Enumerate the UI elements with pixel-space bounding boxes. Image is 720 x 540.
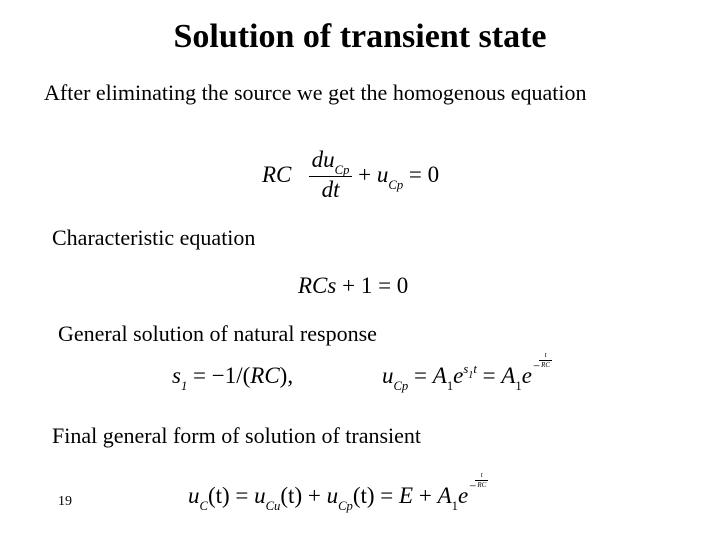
eq4-A: A: [438, 483, 452, 508]
eq3b-e: e: [453, 363, 463, 388]
intro-text: After eliminating the source we get the …: [44, 80, 587, 106]
eq4-E: E: [399, 483, 413, 508]
eq1-num-sub: Cp: [335, 163, 350, 177]
eq3b-u: u: [382, 363, 394, 388]
eq1-den: dt: [309, 176, 353, 201]
equation-final: uC(t) = uCu(t) + uCp(t) = E + A1e−tRC: [188, 483, 488, 513]
eq3b-eq1: =: [408, 363, 432, 388]
slide-number: 19: [58, 494, 72, 510]
final-form-label: Final general form of solution of transi…: [52, 423, 421, 449]
eq4-exp-frac: tRC: [475, 472, 488, 489]
eq3b-e2: e: [522, 363, 532, 388]
equation-characteristic: RCs + 1 = 0: [298, 273, 408, 299]
characteristic-label: Characteristic equation: [52, 225, 255, 251]
eq3b-exp-frac: tRC: [539, 352, 552, 369]
eq3b-exp-t: t: [473, 362, 477, 376]
eq4-expfrac-num: t: [475, 472, 488, 480]
eq4-u: u: [188, 483, 200, 508]
eq1-rc: RC: [262, 162, 291, 187]
general-solution-label: General solution of natural response: [58, 321, 377, 347]
eq4-A-sub: 1: [452, 499, 458, 513]
eq1-u: u: [377, 162, 389, 187]
eq3b-expfrac-den: RC: [539, 360, 552, 369]
slide: Solution of transient state After elimin…: [0, 0, 720, 540]
equation-natural-response: uCp = A1es1t = A1e−tRC: [382, 363, 552, 393]
eq4-t3: (t) =: [353, 483, 399, 508]
eq4-u2-sub: Cu: [266, 499, 281, 513]
eq4-u2: u: [254, 483, 266, 508]
slide-title: Solution of transient state: [0, 18, 720, 56]
eq3b-exp-s-sub: 1: [468, 370, 473, 381]
eq3b-A2: A: [501, 363, 515, 388]
eq4-t2: (t) +: [280, 483, 326, 508]
eq2-rhs: + 1 = 0: [336, 273, 408, 298]
eq3b-u-sub: Cp: [394, 379, 409, 393]
eq4-u3: u: [327, 483, 339, 508]
eq1-plus: +: [358, 162, 377, 187]
eq4-e: e: [458, 483, 468, 508]
eq3b-A-sub: 1: [447, 379, 453, 393]
eq4-u-sub: C: [200, 499, 208, 513]
eq1-u-sub: Cp: [388, 178, 403, 192]
eq3b-A2-sub: 1: [515, 379, 521, 393]
eq4-u3-sub: Cp: [338, 499, 353, 513]
eq3b-A: A: [433, 363, 447, 388]
eq3a-s-sub: 1: [181, 379, 187, 393]
eq3a-close: ),: [280, 363, 293, 388]
eq3b-expfrac-num: t: [539, 352, 552, 360]
equation-root: s1 = −1/(RC),: [172, 363, 293, 393]
equation-homogeneous: RC duCp dt + uCp = 0: [262, 150, 439, 203]
eq2-lhs: RCs: [298, 273, 336, 298]
eq1-fraction: duCp dt: [309, 148, 353, 201]
eq4-t1: (t) =: [208, 483, 254, 508]
eq1-rhs: = 0: [403, 162, 439, 187]
eq3a-s: s: [172, 363, 181, 388]
eq4-plus: +: [413, 483, 437, 508]
eq4-expfrac-den: RC: [475, 480, 488, 489]
eq3b-eq2: =: [477, 363, 501, 388]
eq1-num-du: du: [312, 147, 335, 172]
eq3a-rc: RC: [250, 363, 279, 388]
eq3a-eq: = −1/(: [187, 363, 250, 388]
